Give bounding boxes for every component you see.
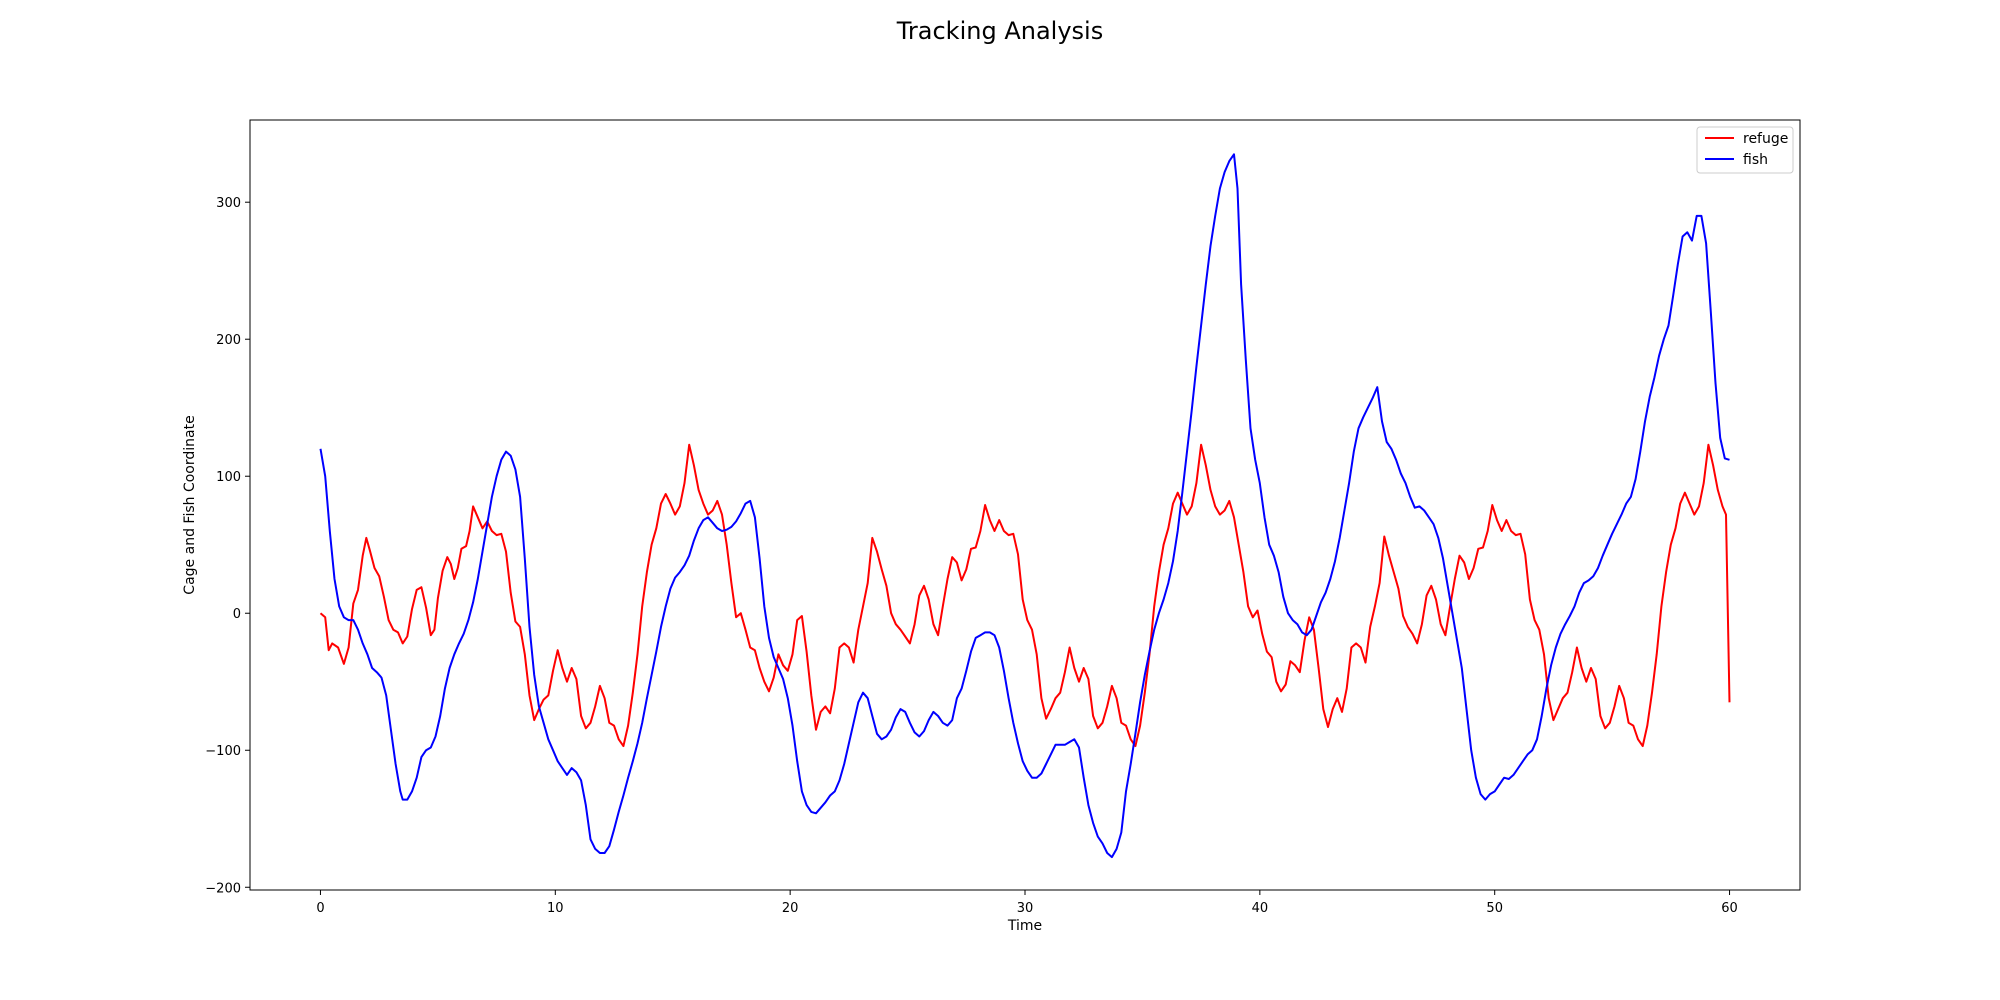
x-axis-label: Time	[1007, 918, 1042, 934]
y-axis-label: Cage and Fish Coordinate	[182, 415, 198, 594]
plot-lines	[319, 153, 1731, 859]
x-axis: 0 10 20 30 40 50 60	[316, 890, 1738, 916]
x-tick-label: 60	[1721, 901, 1738, 916]
legend: refuge fish	[1696, 126, 1794, 174]
y-axis: −200 −100 0 100 200 300	[205, 196, 250, 896]
series-line-fish	[319, 153, 1730, 859]
plot-frame	[249, 119, 1801, 891]
y-tick-label: −200	[205, 881, 241, 896]
x-tick-label: 0	[316, 901, 324, 916]
y-tick-label: 0	[233, 607, 241, 622]
x-tick-label: 50	[1486, 901, 1503, 916]
y-tick-label: 300	[216, 196, 241, 211]
legend-label-refuge: refuge	[1743, 131, 1788, 147]
legend-label-fish: fish	[1743, 152, 1768, 168]
y-tick-label: 100	[216, 470, 241, 485]
y-tick-label: −100	[205, 744, 241, 759]
x-tick-label: 40	[1252, 901, 1269, 916]
chart-title: Tracking Analysis	[896, 17, 1103, 45]
x-tick-label: 10	[547, 901, 564, 916]
series-line-refuge	[319, 443, 1731, 748]
x-tick-label: 20	[782, 901, 799, 916]
x-tick-label: 30	[1017, 901, 1034, 916]
y-tick-label: 200	[216, 333, 241, 348]
